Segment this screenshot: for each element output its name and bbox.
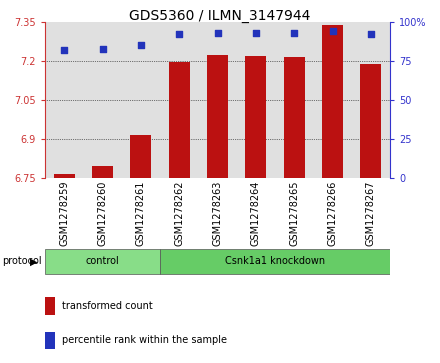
Point <box>367 32 374 37</box>
Bar <box>245 56 266 178</box>
Bar <box>322 25 343 178</box>
Point <box>99 46 106 52</box>
Point <box>137 42 144 48</box>
Bar <box>284 57 305 178</box>
Bar <box>352 22 390 178</box>
Bar <box>198 22 237 178</box>
Bar <box>92 166 113 178</box>
Text: Csnk1a1 knockdown: Csnk1a1 knockdown <box>225 256 325 266</box>
Text: transformed count: transformed count <box>62 301 153 311</box>
Text: ▶: ▶ <box>30 257 38 266</box>
Point <box>176 32 183 37</box>
Bar <box>130 135 151 178</box>
FancyBboxPatch shape <box>45 249 160 274</box>
Bar <box>45 332 55 349</box>
Text: protocol: protocol <box>2 257 42 266</box>
Text: percentile rank within the sample: percentile rank within the sample <box>62 335 227 345</box>
FancyBboxPatch shape <box>160 249 390 274</box>
Point <box>214 30 221 36</box>
Bar <box>237 22 275 178</box>
Text: control: control <box>86 256 119 266</box>
Point <box>252 30 259 36</box>
Bar <box>275 22 313 178</box>
Bar <box>83 22 122 178</box>
Bar <box>122 22 160 178</box>
Bar <box>160 22 198 178</box>
Bar <box>54 174 75 178</box>
Point <box>329 28 336 34</box>
Point <box>291 30 298 36</box>
Point <box>61 47 68 53</box>
Bar <box>45 22 83 178</box>
Bar <box>45 298 55 315</box>
Bar <box>313 22 352 178</box>
Bar <box>169 62 190 178</box>
Bar <box>207 54 228 178</box>
Bar <box>360 64 381 178</box>
Text: GDS5360 / ILMN_3147944: GDS5360 / ILMN_3147944 <box>129 9 311 23</box>
